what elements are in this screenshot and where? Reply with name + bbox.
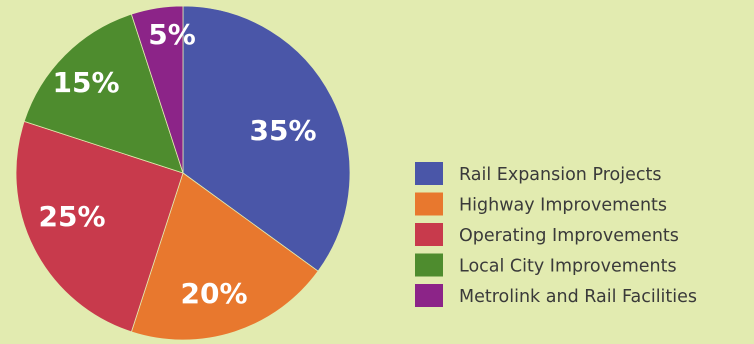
legend-swatch-metrolink-and-rail-facilities <box>415 284 443 307</box>
slice-label-highway-improvements: 20% <box>180 277 247 310</box>
pie-slice-metrolink-and-rail-facilities <box>130 5 184 174</box>
legend-label-metrolink-and-rail-facilities: Metrolink and Rail Facilities <box>459 287 697 307</box>
legend-label-rail-expansion-projects: Rail Expansion Projects <box>459 165 661 185</box>
pie-slice-operating-improvements <box>15 120 184 333</box>
slice-label-rail-expansion-projects: 35% <box>249 114 316 147</box>
legend-swatch-highway-improvements <box>415 192 443 216</box>
legend-label-local-city-improvements: Local City Improvements <box>459 257 677 277</box>
slice-label-metrolink-and-rail-facilities: 5% <box>148 18 196 51</box>
pie-slice-rail-expansion-projects <box>182 5 351 272</box>
pie-slice-highway-improvements <box>130 172 319 341</box>
pie-slice-local-city-improvements <box>23 13 184 174</box>
slice-label-operating-improvements: 25% <box>38 200 105 233</box>
legend-label-operating-improvements: Operating Improvements <box>459 226 679 246</box>
legend-label-highway-improvements: Highway Improvements <box>459 196 667 216</box>
legend-swatch-operating-improvements <box>415 223 443 246</box>
legend-swatch-rail-expansion-projects <box>415 162 443 185</box>
slice-label-local-city-improvements: 15% <box>52 66 119 99</box>
legend-swatch-local-city-improvements <box>415 253 443 277</box>
legend: Rail Expansion Projects Highway Improveme… <box>415 162 697 307</box>
